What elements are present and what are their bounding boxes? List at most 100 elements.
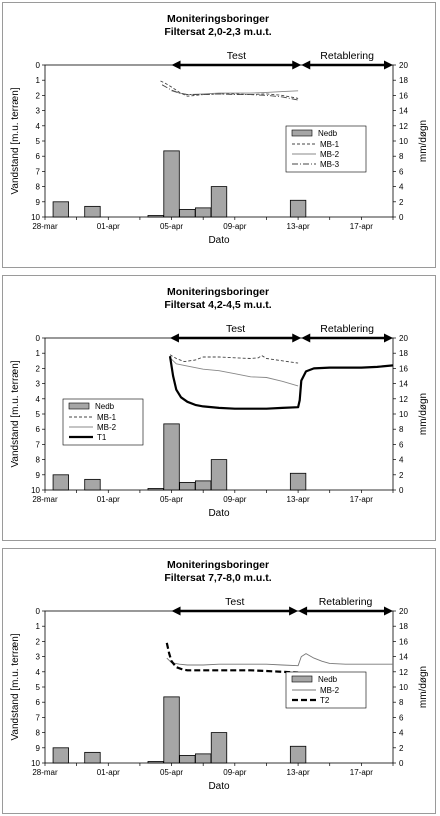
series-line-mb-2 — [169, 357, 299, 387]
y2-tick-label: 16 — [399, 91, 408, 100]
chart-title: Moniteringsboringer — [167, 286, 269, 298]
y-tick-label: 8 — [36, 456, 41, 465]
precip-bar — [147, 761, 164, 764]
y2-tick-label: 2 — [399, 744, 404, 753]
y-axis-label: Vandstand [m.u. terræn] — [10, 360, 21, 467]
legend-swatch-bar — [291, 129, 313, 137]
legend-swatch-bar — [291, 675, 313, 683]
y2-tick-label: 2 — [399, 471, 404, 480]
series-line-t1 — [168, 356, 394, 410]
x-tick-label: 28-mar — [32, 495, 58, 504]
chart-panel-3: Moniteringsboringer Filtersat 7,7-8,0 m.u… — [2, 548, 436, 814]
chart-subtitle: Filtersat 4,2-4,5 m.u.t. — [164, 299, 271, 311]
y2-tick-label: 4 — [399, 729, 404, 738]
y2-tick-label: 8 — [399, 152, 404, 161]
phase-label: Retablering — [320, 323, 374, 335]
x-tick-label: 13-apr — [287, 495, 310, 504]
y-tick-label: 0 — [36, 607, 41, 616]
y-tick-label: 9 — [36, 744, 41, 753]
y2-axis-label: mm/døgn — [418, 120, 429, 162]
x-axis-label: Dato — [208, 508, 230, 519]
phase-label: Test — [226, 323, 245, 335]
y2-tick-label: 6 — [399, 440, 404, 449]
y-tick-label: 5 — [36, 137, 41, 146]
legend-label: MB-1 — [320, 140, 340, 149]
y-tick-label: 2 — [36, 91, 41, 100]
x-axis-label: Dato — [208, 235, 230, 246]
legend-swatch-bar — [68, 402, 90, 410]
precip-bar — [289, 745, 307, 764]
y2-tick-label: 20 — [399, 607, 408, 616]
y-tick-label: 4 — [36, 395, 41, 404]
y-axis-label: Vandstand [m.u. terræn] — [10, 633, 21, 740]
y2-tick-label: 6 — [399, 713, 404, 722]
legend-label: Nedb — [318, 129, 338, 138]
y-tick-label: 7 — [36, 440, 41, 449]
y-tick-label: 4 — [36, 668, 41, 677]
chart-title: Moniteringsboringer — [167, 13, 269, 25]
y-tick-label: 3 — [36, 107, 41, 116]
legend-label: MB-3 — [320, 160, 340, 169]
x-tick-label: 01-apr — [97, 768, 120, 777]
y2-tick-label: 8 — [399, 698, 404, 707]
precip-bar — [163, 150, 180, 218]
legend-label: Nedb — [95, 402, 115, 411]
y2-tick-label: 10 — [399, 410, 408, 419]
x-tick-label: 01-apr — [97, 222, 120, 231]
precip-bar — [84, 478, 101, 491]
precip-bar — [195, 753, 212, 764]
y-tick-label: 10 — [31, 759, 40, 768]
series-line-mb-2 — [166, 653, 393, 667]
y-tick-label: 1 — [36, 76, 41, 85]
y-tick-label: 0 — [36, 334, 41, 343]
y-tick-label: 7 — [36, 713, 41, 722]
y-tick-label: 1 — [36, 349, 41, 358]
precip-bar — [195, 207, 212, 218]
y2-tick-label: 16 — [399, 364, 408, 373]
y-tick-label: 2 — [36, 364, 41, 373]
series-line-mb-3 — [161, 84, 299, 101]
y2-tick-label: 20 — [399, 61, 408, 70]
legend-label: MB-2 — [320, 686, 340, 695]
y-tick-label: 9 — [36, 471, 41, 480]
y2-tick-label: 8 — [399, 425, 404, 434]
legend-label: MB-2 — [320, 150, 340, 159]
precip-bar — [210, 732, 228, 764]
y2-tick-label: 0 — [399, 486, 404, 495]
chart-subtitle: Filtersat 2,0-2,3 m.u.t. — [164, 26, 271, 38]
precip-bar — [52, 747, 69, 764]
legend-label: T2 — [320, 696, 330, 705]
legend-label: MB-1 — [97, 413, 117, 422]
y2-tick-label: 18 — [399, 76, 408, 85]
x-tick-label: 17-apr — [350, 222, 373, 231]
y2-tick-label: 12 — [399, 122, 408, 131]
y2-tick-label: 14 — [399, 653, 408, 662]
y-tick-label: 9 — [36, 198, 41, 207]
precip-bar — [147, 215, 164, 218]
y-tick-label: 6 — [36, 425, 41, 434]
y-tick-label: 8 — [36, 729, 41, 738]
precip-bar — [195, 480, 212, 491]
phase-label: Retablering — [319, 596, 373, 608]
precip-bar — [179, 754, 196, 764]
y-tick-label: 8 — [36, 183, 41, 192]
legend — [285, 125, 367, 173]
y2-tick-label: 2 — [399, 198, 404, 207]
y-tick-label: 10 — [31, 213, 40, 222]
y-tick-label: 3 — [36, 380, 41, 389]
y2-tick-label: 16 — [399, 637, 408, 646]
chart-panel-2: Moniteringsboringer Filtersat 4,2-4,5 m.u… — [2, 275, 436, 541]
y2-tick-label: 6 — [399, 167, 404, 176]
phase-label: Test — [225, 596, 244, 608]
x-tick-label: 17-apr — [350, 768, 373, 777]
y-tick-label: 4 — [36, 122, 41, 131]
y2-tick-label: 10 — [399, 137, 408, 146]
y2-tick-label: 10 — [399, 683, 408, 692]
series-line-mb-1 — [160, 80, 299, 99]
precip-bar — [179, 481, 196, 491]
y-tick-label: 2 — [36, 637, 41, 646]
y2-tick-label: 18 — [399, 622, 408, 631]
series-line-mb-2 — [171, 90, 299, 96]
x-tick-label: 13-apr — [287, 768, 310, 777]
